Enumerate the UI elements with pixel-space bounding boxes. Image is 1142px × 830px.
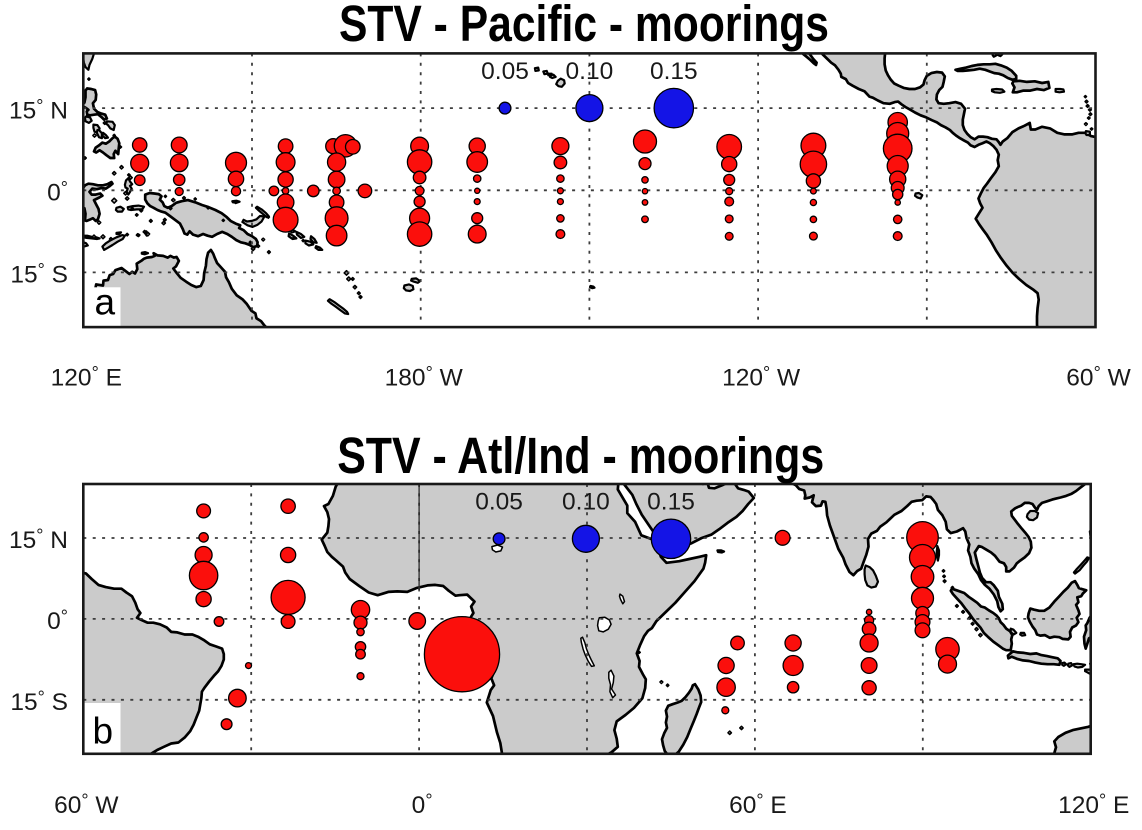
- svg-text:0.05: 0.05: [475, 488, 523, 515]
- svg-text:120° E: 120° E: [1058, 790, 1129, 819]
- svg-text:60° W: 60° W: [54, 790, 119, 819]
- svg-text:0.10: 0.10: [566, 58, 614, 85]
- svg-text:0.10: 0.10: [562, 488, 610, 515]
- svg-text:15° N: 15° N: [9, 526, 68, 555]
- svg-text:STV - Pacific - moorings: STV - Pacific - moorings: [339, 0, 829, 52]
- svg-text:b: b: [93, 711, 114, 752]
- svg-text:60° E: 60° E: [729, 790, 787, 819]
- svg-text:0.15: 0.15: [650, 58, 698, 85]
- svg-text:120° W: 120° W: [722, 363, 801, 392]
- svg-text:STV - Atl/Ind - moorings: STV - Atl/Ind - moorings: [337, 427, 824, 484]
- svg-text:a: a: [95, 282, 116, 323]
- svg-text:0.15: 0.15: [647, 488, 695, 515]
- svg-text:180° W: 180° W: [385, 363, 464, 392]
- svg-text:0.05: 0.05: [481, 58, 529, 85]
- svg-text:120° E: 120° E: [51, 363, 122, 392]
